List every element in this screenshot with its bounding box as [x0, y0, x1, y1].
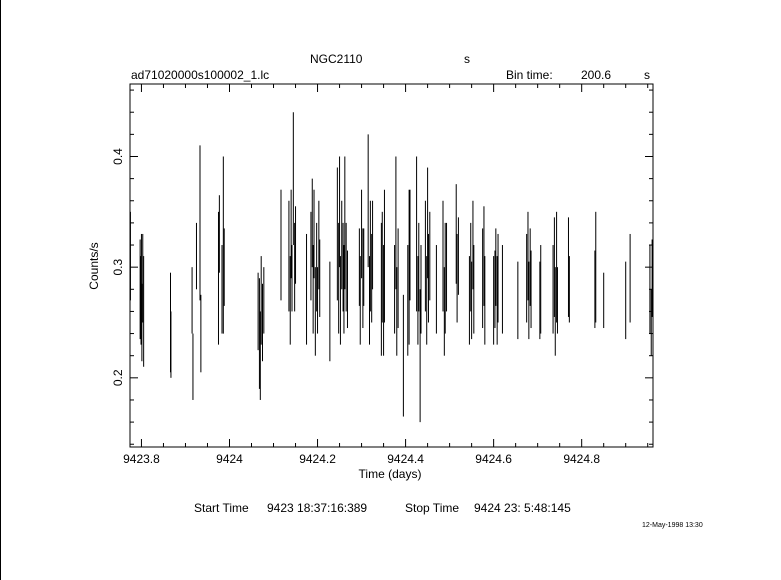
x-tick-label: 9424	[216, 452, 243, 466]
x-tick-label: 9424.2	[299, 452, 336, 466]
y-tick-labels: 0.2 0.3 0.4	[111, 148, 125, 386]
y-axis-label: Counts/s	[87, 242, 101, 289]
x-tick-labels: 9423.8 9424 9424.2 9424.4 9424.6 9424.8	[123, 452, 600, 466]
x-tick-label: 9424.8	[563, 452, 600, 466]
stop-time-value: 9424 23: 5:48:145	[474, 501, 571, 515]
x-tick-label: 9423.8	[123, 452, 160, 466]
start-time-label: Start Time	[194, 501, 249, 515]
y-tick-label: 0.2	[111, 369, 125, 386]
data-error-bars	[129, 112, 653, 423]
bin-time-label: Bin time:	[506, 68, 553, 82]
y-tick-label: 0.4	[111, 148, 125, 165]
bin-time-value: 200.6	[581, 68, 612, 82]
object-suffix: s	[464, 52, 470, 66]
stop-time-label: Stop Time	[405, 501, 460, 515]
y-tick-label: 0.3	[111, 258, 125, 275]
plot-date-stamp: 12-May-1998 13:30	[642, 522, 703, 529]
plot-frame	[129, 83, 654, 448]
x-axis-label: Time (days)	[359, 467, 422, 481]
x-tick-label: 9424.4	[387, 452, 424, 466]
axis-ticks	[130, 84, 653, 447]
bin-time-unit: s	[644, 68, 650, 82]
lightcurve-filename: ad71020000s100002_1.lc	[131, 68, 270, 82]
object-title: NGC2110	[310, 52, 363, 66]
x-tick-label: 9424.6	[475, 452, 512, 466]
start-time-value: 9423 18:37:16:389	[267, 501, 368, 515]
window-left-edge	[0, 0, 1, 580]
